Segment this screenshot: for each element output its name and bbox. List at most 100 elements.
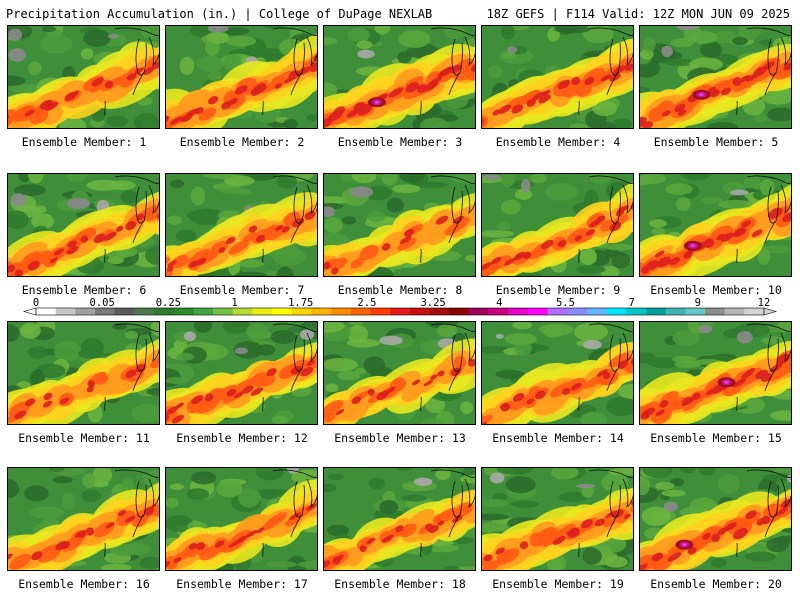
ensemble-member-label: Ensemble Member: 8 <box>337 283 463 297</box>
colorbar-swatch <box>114 308 135 315</box>
lake-superior-outline <box>588 175 634 185</box>
lake-superior-outline <box>430 469 476 479</box>
colorbar-swatch <box>527 308 548 315</box>
lake-superior-outline <box>746 27 792 37</box>
river-line <box>420 542 422 558</box>
page-title: Precipitation Accumulation (in.) | Colle… <box>6 7 433 21</box>
lake-superior-outline <box>588 469 634 479</box>
colorbar-swatch <box>645 308 666 315</box>
colorbar-swatch <box>606 308 627 315</box>
river-line <box>578 248 580 264</box>
state-border-line <box>448 72 460 96</box>
colorbar-swatch <box>429 308 450 315</box>
ensemble-member-label: Ensemble Member: 5 <box>653 135 779 149</box>
colorbar-tick-label: 3.25 <box>420 297 445 309</box>
ensemble-member-label: Ensemble Member: 16 <box>18 577 150 591</box>
precipitation-map <box>165 25 318 129</box>
colorbar-swatch <box>704 308 725 315</box>
colorbar-swatch <box>193 308 214 315</box>
lake-michigan-outline <box>135 334 147 372</box>
colorbar-swatch <box>331 308 352 315</box>
colorbar-tick-label: 0.05 <box>90 297 115 309</box>
lake-michigan-outline <box>451 334 463 372</box>
colorbar-swatch <box>586 308 607 315</box>
precipitation-map <box>7 467 160 571</box>
colorbar-swatch <box>665 308 686 315</box>
lake-superior-outline <box>746 469 792 479</box>
state-border-line <box>290 368 302 392</box>
colorbar-swatch <box>744 308 765 315</box>
state-border-line <box>606 72 618 96</box>
ensemble-member-label: Ensemble Member: 9 <box>495 283 621 297</box>
state-border-line <box>132 368 144 392</box>
state-border-line <box>606 368 618 392</box>
river-line <box>262 396 264 412</box>
colorbar-swatch <box>134 308 155 315</box>
ensemble-member-label: Ensemble Member: 4 <box>495 135 621 149</box>
river-line <box>262 100 264 116</box>
colorbar-swatch <box>685 308 706 315</box>
colorbar-swatch <box>488 308 509 315</box>
state-border-line <box>132 220 144 244</box>
colorbar-swatch <box>350 308 371 315</box>
river-line <box>578 396 580 412</box>
colorbar-swatch <box>213 308 234 315</box>
lake-superior-outline <box>114 323 160 333</box>
colorbar-swatch <box>95 308 116 315</box>
colorbar-swatch <box>252 308 273 315</box>
colorbar-swatch <box>567 308 588 315</box>
colorbar-tick-label: 9 <box>695 297 701 309</box>
river-line <box>736 542 738 558</box>
colorbar-tick-label: 1 <box>231 297 237 309</box>
colorbar-swatch <box>75 308 96 315</box>
state-border-line <box>606 220 618 244</box>
lake-superior-outline <box>114 27 160 37</box>
ensemble-member-label: Ensemble Member: 10 <box>650 283 782 297</box>
lake-superior-outline <box>746 323 792 333</box>
precipitation-map <box>165 173 318 277</box>
lake-superior-outline <box>588 27 634 37</box>
lake-superior-outline <box>430 27 476 37</box>
colorbar-swatch <box>468 308 489 315</box>
river-line <box>104 542 106 558</box>
precipitation-map <box>481 467 634 571</box>
colorbar-tick-label: 5.5 <box>556 297 575 309</box>
state-border-line <box>290 514 302 538</box>
river-line <box>262 542 264 558</box>
river-line <box>104 248 106 264</box>
ensemble-member-label: Ensemble Member: 20 <box>650 577 782 591</box>
state-border-line <box>764 368 776 392</box>
state-border-line <box>606 514 618 538</box>
precipitation-map <box>323 25 476 129</box>
precipitation-map <box>165 467 318 571</box>
precipitation-map <box>323 321 476 425</box>
header: Precipitation Accumulation (in.) | Colle… <box>0 0 800 24</box>
state-border-line <box>132 514 144 538</box>
river-line <box>262 248 264 264</box>
river-line <box>420 396 422 412</box>
river-line <box>104 100 106 116</box>
colorbar-swatch <box>154 308 175 315</box>
precipitation-map <box>639 467 792 571</box>
precipitation-map <box>323 467 476 571</box>
colorbar-swatch <box>370 308 391 315</box>
precipitation-map <box>639 321 792 425</box>
state-border-line <box>290 220 302 244</box>
river-line <box>420 248 422 264</box>
state-border-line <box>764 514 776 538</box>
ensemble-member-label: Ensemble Member: 11 <box>18 431 150 445</box>
lake-michigan-outline <box>293 186 305 224</box>
colorbar-tick-label: 4 <box>496 297 502 309</box>
lake-michigan-outline <box>293 480 305 518</box>
precipitation-map <box>481 173 634 277</box>
lake-michigan-outline <box>451 480 463 518</box>
lake-superior-outline <box>272 323 318 333</box>
colorbar-swatch <box>547 308 568 315</box>
colorbar-left-arrow <box>22 307 37 316</box>
river-line <box>736 100 738 116</box>
colorbar-swatch <box>409 308 430 315</box>
precipitation-map <box>323 173 476 277</box>
ensemble-member-label: Ensemble Member: 2 <box>179 135 305 149</box>
colorbar-swatch <box>173 308 194 315</box>
precipitation-map <box>481 25 634 129</box>
